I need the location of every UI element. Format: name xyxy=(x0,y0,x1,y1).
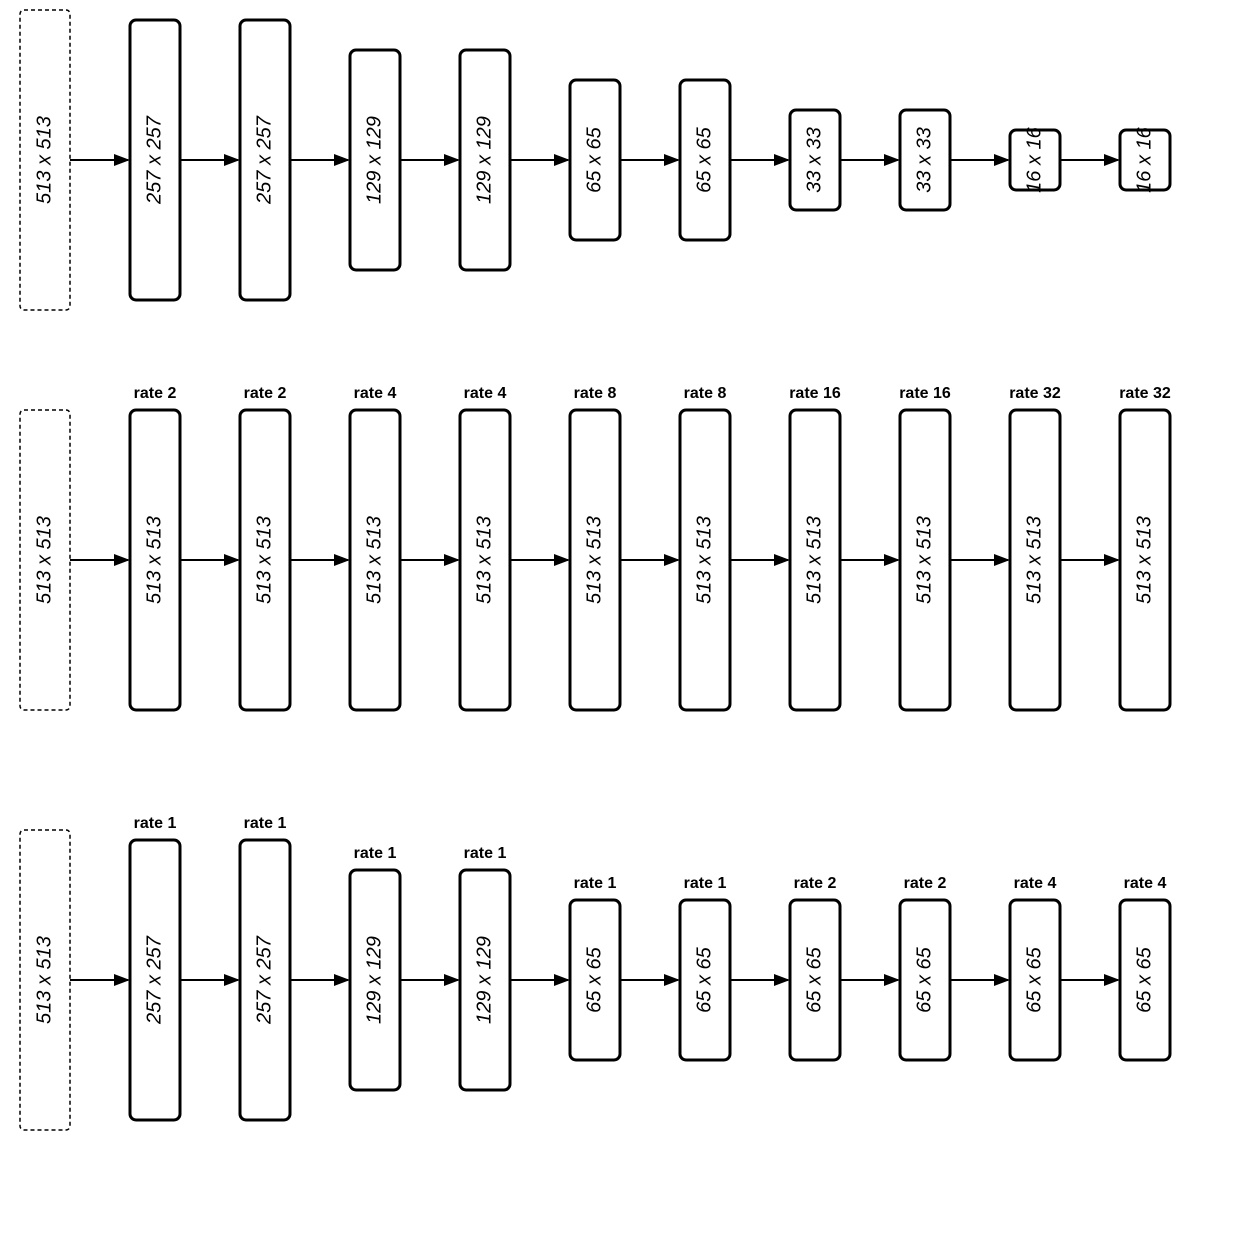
layer-label-row-hybrid-1: 257 x 257 xyxy=(143,935,165,1025)
rate-label-row-dilated-full-3: rate 4 xyxy=(354,385,397,402)
layer-label-row-hybrid-3: 129 x 129 xyxy=(363,936,385,1024)
rate-label-row-dilated-full-10: rate 32 xyxy=(1119,385,1171,402)
layer-label-row-dilated-full-5: 513 x 513 xyxy=(583,516,605,604)
rate-label-row-dilated-full-2: rate 2 xyxy=(244,385,287,402)
layer-label-row-hybrid-0: 513 x 513 xyxy=(33,936,55,1024)
rate-label-row-dilated-full-4: rate 4 xyxy=(464,385,507,402)
rate-label-row-hybrid-8: rate 2 xyxy=(904,875,947,892)
layer-label-row-dilated-full-1: 513 x 513 xyxy=(143,516,165,604)
layer-label-row-hybrid-10: 65 x 65 xyxy=(1133,946,1155,1012)
layer-label-row-hybrid-2: 257 x 257 xyxy=(253,935,275,1025)
rate-label-row-dilated-full-5: rate 8 xyxy=(574,385,617,402)
layer-label-row-downsample-10: 16 x 16 xyxy=(1133,126,1155,192)
rate-label-row-hybrid-9: rate 4 xyxy=(1014,875,1057,892)
layer-label-row-hybrid-8: 65 x 65 xyxy=(913,946,935,1012)
layer-label-row-dilated-full-8: 513 x 513 xyxy=(913,516,935,604)
layer-label-row-hybrid-7: 65 x 65 xyxy=(803,946,825,1012)
layer-label-row-dilated-full-6: 513 x 513 xyxy=(693,516,715,604)
layer-label-row-downsample-6: 65 x 65 xyxy=(693,126,715,192)
layer-label-row-downsample-7: 33 x 33 xyxy=(803,127,825,193)
layer-label-row-dilated-full-4: 513 x 513 xyxy=(473,516,495,604)
layer-label-row-hybrid-5: 65 x 65 xyxy=(583,946,605,1012)
layer-label-row-hybrid-4: 129 x 129 xyxy=(473,936,495,1024)
rate-label-row-hybrid-1: rate 1 xyxy=(134,815,177,832)
architecture-diagram: 513 x 513 257 x 257 257 x 257 129 x 129 129 … xyxy=(0,0,1240,1245)
rate-label-row-hybrid-10: rate 4 xyxy=(1124,875,1167,892)
layer-label-row-dilated-full-3: 513 x 513 xyxy=(363,516,385,604)
rate-label-row-hybrid-4: rate 1 xyxy=(464,845,507,862)
rate-label-row-dilated-full-9: rate 32 xyxy=(1009,385,1061,402)
rate-label-row-hybrid-7: rate 2 xyxy=(794,875,837,892)
layer-label-row-dilated-full-9: 513 x 513 xyxy=(1023,516,1045,604)
layer-label-row-downsample-4: 129 x 129 xyxy=(473,116,495,204)
layer-label-row-downsample-8: 33 x 33 xyxy=(913,127,935,193)
layer-label-row-downsample-0: 513 x 513 xyxy=(33,116,55,204)
layer-label-row-hybrid-6: 65 x 65 xyxy=(693,946,715,1012)
layer-label-row-downsample-9: 16 x 16 xyxy=(1023,126,1045,192)
rate-label-row-hybrid-3: rate 1 xyxy=(354,845,397,862)
rate-label-row-dilated-full-6: rate 8 xyxy=(684,385,727,402)
layer-label-row-dilated-full-2: 513 x 513 xyxy=(253,516,275,604)
rate-label-row-dilated-full-1: rate 2 xyxy=(134,385,177,402)
rate-label-row-hybrid-5: rate 1 xyxy=(574,875,617,892)
rate-label-row-hybrid-2: rate 1 xyxy=(244,815,287,832)
layer-label-row-dilated-full-10: 513 x 513 xyxy=(1133,516,1155,604)
layer-label-row-dilated-full-7: 513 x 513 xyxy=(803,516,825,604)
layer-label-row-hybrid-9: 65 x 65 xyxy=(1023,946,1045,1012)
layer-label-row-downsample-5: 65 x 65 xyxy=(583,126,605,192)
rate-label-row-hybrid-6: rate 1 xyxy=(684,875,727,892)
layer-label-row-downsample-1: 257 x 257 xyxy=(143,115,165,205)
layer-label-row-downsample-2: 257 x 257 xyxy=(253,115,275,205)
layer-label-row-dilated-full-0: 513 x 513 xyxy=(33,516,55,604)
rate-label-row-dilated-full-8: rate 16 xyxy=(899,385,951,402)
rate-label-row-dilated-full-7: rate 16 xyxy=(789,385,841,402)
layer-label-row-downsample-3: 129 x 129 xyxy=(363,116,385,204)
